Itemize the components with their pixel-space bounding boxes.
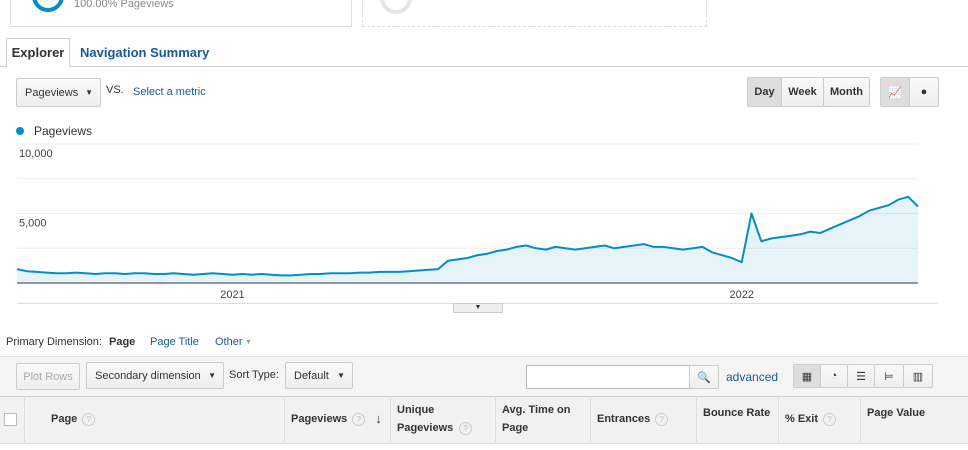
header-cell[interactable]: % Exit? [778,396,860,442]
scroll-handle[interactable]: ▼ [453,303,503,313]
view-table[interactable]: ▦ [793,364,821,388]
tab[interactable]: Navigation Summary [80,45,210,60]
help: ? [655,412,669,426]
motion-view[interactable]: ● [909,77,939,107]
header-text: Page [51,413,78,425]
metric-dropdown[interactable]: Pageviews ▼ [16,78,101,107]
dimension-option[interactable]: Page Title [150,336,199,348]
header-cell[interactable]: Avg. Time on Page [495,396,590,442]
caret: ▼ [85,88,93,97]
view-pivot[interactable]: ▥ [903,364,933,388]
header-cell[interactable]: Page? [24,396,284,442]
line [16,195,919,277]
advanced[interactable]: advanced [726,370,779,384]
top-card [10,0,352,27]
period-month[interactable]: Month [823,77,870,107]
secondary-label: Secondary dimension [95,369,201,382]
header-text: Avg. Time on Page [502,404,571,434]
sort-value: Default [294,369,329,382]
header-cell[interactable]: Bounce Rate [696,396,778,442]
help: ? [82,412,96,426]
y-tick-label: 10,000 [19,148,53,160]
vs: VS. [106,84,124,96]
caret: ▼ [245,339,252,346]
help: ? [352,412,366,426]
legend-dot [16,127,24,135]
secondary-dimension[interactable]: Secondary dimension ▼ [86,362,224,389]
select-metric[interactable]: Select a metric [133,86,206,98]
header-cell[interactable]: Pageviews? ↓ [284,396,390,442]
search-box[interactable] [526,365,692,389]
header-cell[interactable]: Entrances? [590,396,696,442]
period-week[interactable]: Week [781,77,824,107]
caret: ▼ [208,371,216,380]
caret: ▼ [337,371,345,380]
header-text: Bounce Rate [703,407,771,419]
empty-card [362,0,707,27]
view-bar[interactable]: ☰ [847,364,875,388]
header-text: Entrances [597,413,651,425]
view-pie[interactable]: ◔ [820,364,848,388]
metric: Pageviews [25,86,79,99]
x-tick-label: 2022 [729,289,753,301]
dimension-option[interactable]: Other [215,336,243,348]
help: ? [823,412,837,426]
sort-arrow: ↓ [375,411,382,426]
header-cell[interactable]: Page Value [860,396,968,442]
area [17,196,918,283]
dimension-label: Primary Dimension: [6,336,102,348]
header-cell[interactable]: Unique Pageviews? [390,396,495,442]
y-tick-label: 5,000 [19,218,47,230]
period-day[interactable]: Day [747,77,782,107]
line-view[interactable]: 📈 [880,77,910,107]
help: ? [459,421,472,435]
tab-active[interactable]: Explorer [6,38,70,67]
header-bg [0,396,968,444]
sort-label: Sort Type: [229,369,279,381]
search-button[interactable]: 🔍 [689,365,719,389]
header-text: Page Value [867,407,926,419]
row-checkbox[interactable] [4,413,17,426]
header-text: Pageviews [291,413,348,425]
tab-border [0,66,968,67]
caption: 100.00% Pageviews [74,0,174,10]
x-tick-label: 2021 [220,289,244,301]
sort-dropdown[interactable]: Default ▼ [285,362,353,389]
plot-rows[interactable]: Plot Rows [16,363,80,390]
header-text: Unique Pageviews [397,404,454,434]
header-text: % Exit [785,413,819,425]
dimension-active[interactable]: Page [109,336,136,348]
chart: 5,000 10,000 2021 2022 [16,143,919,301]
legend-label: Pageviews [34,124,93,138]
view-compare[interactable]: ⊨ [874,364,904,388]
